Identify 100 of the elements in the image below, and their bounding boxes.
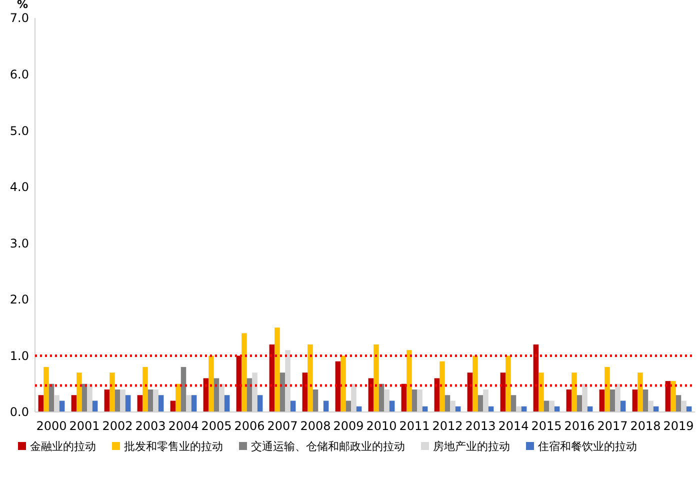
- bar: [203, 378, 209, 412]
- x-tick-label: 2015: [531, 419, 562, 433]
- bar: [191, 395, 197, 412]
- y-tick-label: 3.0: [10, 236, 29, 250]
- y-tick-label: 0.0: [10, 405, 29, 420]
- bar: [434, 378, 440, 412]
- y-tick-label: 1.0: [10, 348, 29, 363]
- bar: [208, 356, 214, 412]
- bar: [312, 389, 318, 412]
- bar: [406, 350, 412, 412]
- x-tick-label: 2002: [102, 419, 133, 433]
- bar: [670, 381, 676, 412]
- bar: [242, 333, 247, 412]
- bar: [257, 395, 263, 412]
- x-tick-label: 2001: [69, 419, 100, 433]
- bar: [44, 366, 49, 412]
- legend-label: 房地产业的拉动: [433, 440, 510, 453]
- x-tick-label: 2010: [366, 419, 397, 433]
- bar: [335, 361, 341, 412]
- bar: [572, 372, 577, 412]
- bar: [389, 400, 395, 412]
- bar: [308, 344, 313, 412]
- y-tick-label: 4.0: [10, 180, 29, 194]
- x-tick-label: 2008: [300, 419, 331, 433]
- bar: [642, 389, 648, 412]
- bar: [665, 381, 671, 412]
- bar: [510, 395, 516, 412]
- bar: [323, 400, 329, 412]
- bar: [412, 389, 418, 412]
- x-tick-label: 2005: [201, 419, 232, 433]
- bar: [170, 400, 176, 412]
- bar: [290, 400, 296, 412]
- x-tick-label: 2009: [333, 419, 364, 433]
- x-tick-label: 2012: [432, 419, 463, 433]
- x-tick-label: 2000: [36, 419, 67, 433]
- x-tick-label: 2019: [663, 419, 694, 433]
- legend-label: 批发和零售业的拉动: [124, 440, 223, 453]
- bar: [478, 395, 484, 412]
- legend-label: 交通运输、仓储和邮政业的拉动: [251, 440, 405, 453]
- bar: [632, 389, 638, 412]
- bar: [59, 400, 65, 412]
- bar: [302, 372, 308, 412]
- bar: [440, 361, 445, 412]
- bar: [71, 395, 77, 412]
- bar: [269, 344, 275, 412]
- legend-label: 住宿和餐饮业的拉动: [538, 440, 637, 453]
- x-tick-label: 2018: [630, 419, 661, 433]
- y-tick-label: 5.0: [10, 124, 29, 138]
- bar: [544, 400, 550, 412]
- x-tick-label: 2013: [465, 419, 496, 433]
- bar: [38, 395, 44, 412]
- bar: [104, 389, 110, 412]
- bar: [246, 378, 252, 412]
- x-tick-label: 2006: [234, 419, 265, 433]
- bar: [236, 356, 242, 412]
- bar: [472, 356, 478, 412]
- bar: [180, 366, 186, 412]
- bar: [500, 372, 506, 412]
- bar: [638, 372, 643, 412]
- bar: [566, 389, 572, 412]
- bar: [576, 395, 582, 412]
- y-tick-label: 2.0: [10, 292, 29, 307]
- x-tick-label: 2003: [135, 419, 166, 433]
- bar: [368, 378, 374, 412]
- y-tick-label: 7.0: [10, 11, 29, 26]
- bar: [114, 389, 120, 412]
- x-tick-label: 2011: [399, 419, 430, 433]
- x-tick-label: 2016: [564, 419, 595, 433]
- bar: [274, 328, 280, 412]
- bar: [610, 389, 616, 412]
- bar: [444, 395, 450, 412]
- bar: [148, 389, 154, 412]
- bar: [176, 384, 181, 412]
- bar: [599, 389, 605, 412]
- bar: [340, 356, 346, 412]
- y-axis-title: %: [17, 0, 28, 11]
- bar: [506, 356, 511, 412]
- bar: [533, 344, 539, 412]
- x-tick-label: 2004: [168, 419, 199, 433]
- bar: [214, 378, 220, 412]
- bar: [346, 400, 352, 412]
- y-tick-label: 6.0: [10, 67, 29, 82]
- bar: [467, 372, 473, 412]
- bar: [280, 372, 286, 412]
- bar: [224, 395, 230, 412]
- bar: [125, 395, 131, 412]
- bar: [374, 344, 379, 412]
- x-tick-label: 2007: [267, 419, 298, 433]
- bar: [110, 372, 115, 412]
- bar: [676, 395, 682, 412]
- bar: [620, 400, 626, 412]
- bar: [604, 366, 610, 412]
- bar: [76, 372, 82, 412]
- bar: [137, 395, 143, 412]
- bar: [538, 372, 544, 412]
- legend-label: 金融业的拉动: [30, 440, 96, 453]
- x-tick-label: 2014: [498, 419, 529, 433]
- x-tick-label: 2017: [597, 419, 628, 433]
- bar: [158, 395, 164, 412]
- bar: [92, 400, 98, 412]
